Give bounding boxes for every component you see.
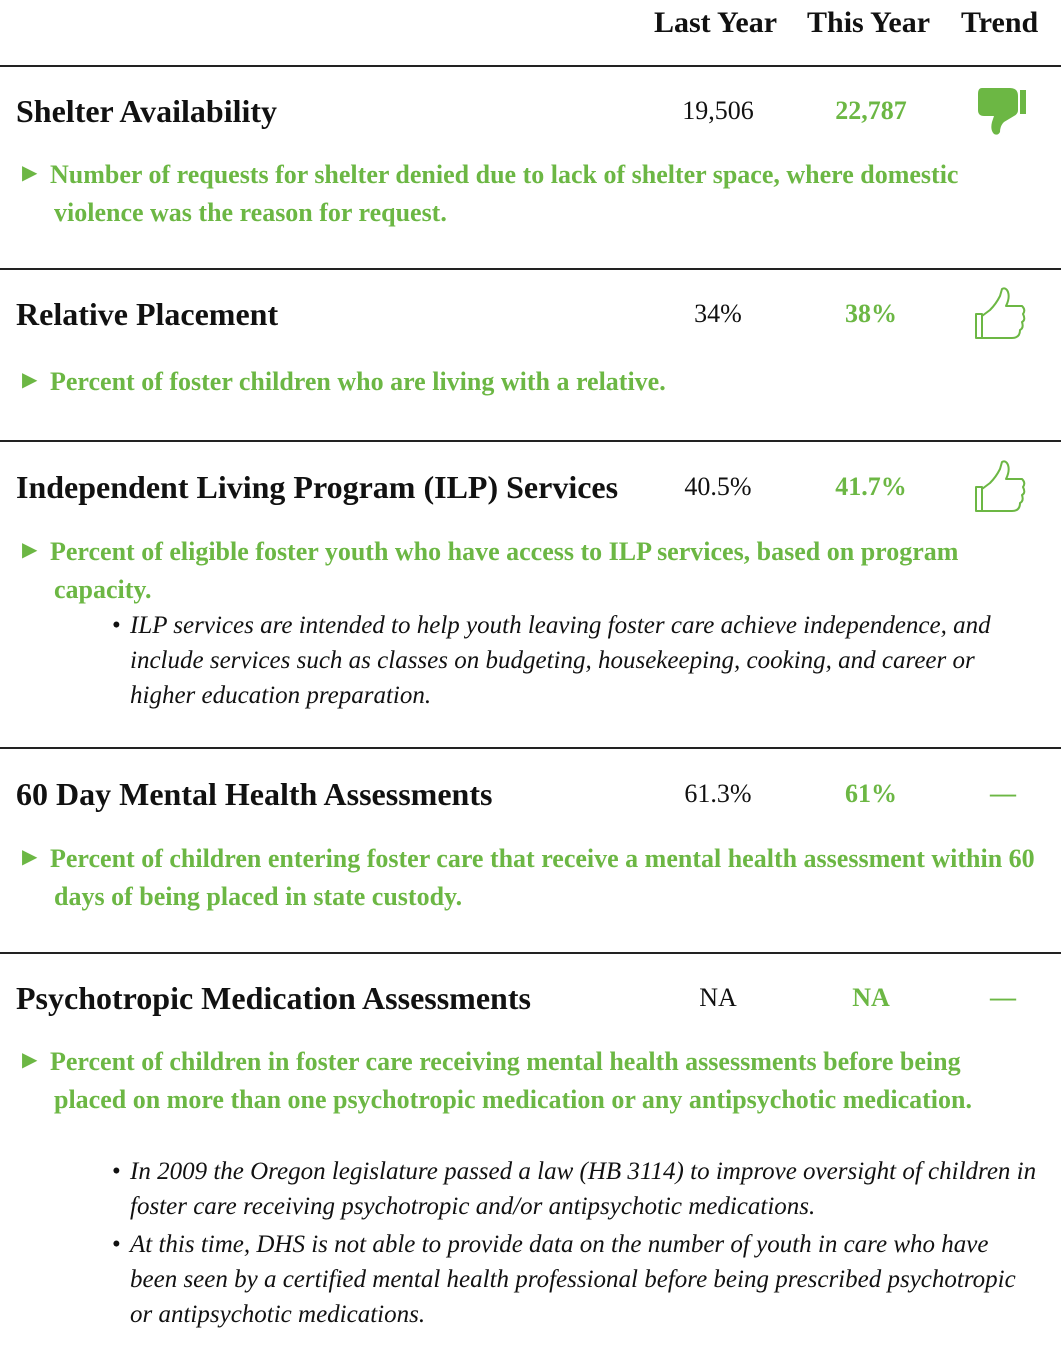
note-bullet: • bbox=[112, 1158, 121, 1185]
bullet-marker: ▶ bbox=[22, 846, 38, 868]
row-title: 60 Day Mental Health Assessments bbox=[16, 776, 493, 812]
row-description: Percent of children entering foster care… bbox=[50, 844, 1035, 911]
last-year-value: 34% bbox=[694, 299, 742, 328]
thumbs-down-icon bbox=[978, 88, 1026, 135]
divider bbox=[0, 268, 1061, 270]
this-year-value: 41.7% bbox=[835, 472, 907, 501]
divider bbox=[0, 440, 1061, 442]
divider bbox=[0, 65, 1061, 67]
last-year-value: 40.5% bbox=[684, 472, 752, 501]
this-year-value: NA bbox=[852, 983, 890, 1012]
divider bbox=[0, 952, 1061, 954]
row-description: Percent of children in foster care recei… bbox=[50, 1047, 972, 1114]
note-bullet: • bbox=[112, 1231, 121, 1258]
column-header: Trend bbox=[961, 6, 1039, 39]
bullet-marker: ▶ bbox=[22, 162, 38, 184]
bullet-marker: ▶ bbox=[22, 539, 38, 561]
row-note: In 2009 the Oregon legislature passed a … bbox=[130, 1158, 1037, 1220]
note-bullet: • bbox=[112, 612, 121, 639]
row-note: At this time, DHS is not able to provide… bbox=[130, 1231, 1016, 1328]
row-description: Percent of eligible foster youth who hav… bbox=[50, 537, 959, 604]
row-title: Psychotropic Medication Assessments bbox=[16, 980, 531, 1016]
bullet-marker: ▶ bbox=[22, 1049, 38, 1071]
this-year-value: 22,787 bbox=[835, 96, 907, 125]
this-year-value: 38% bbox=[845, 299, 897, 328]
this-year-value: 61% bbox=[845, 779, 897, 808]
row-description: Number of requests for shelter denied du… bbox=[50, 160, 959, 227]
column-header: Last Year bbox=[654, 6, 778, 39]
thumbs-up-icon bbox=[975, 287, 1026, 339]
row-title: Relative Placement bbox=[16, 296, 279, 332]
column-header: This Year bbox=[807, 6, 931, 39]
trend-value: — bbox=[990, 779, 1016, 808]
row-title: Independent Living Program (ILP) Service… bbox=[16, 469, 619, 505]
last-year-value: 19,506 bbox=[682, 96, 754, 125]
row-note: ILP services are intended to help youth … bbox=[130, 612, 991, 709]
thumbs-up-icon bbox=[975, 460, 1026, 512]
bullet-marker: ▶ bbox=[22, 369, 38, 391]
last-year-value: 61.3% bbox=[684, 779, 752, 808]
row-description: Percent of foster children who are livin… bbox=[50, 367, 666, 396]
trend-value: — bbox=[990, 983, 1016, 1012]
last-year-value: NA bbox=[699, 983, 737, 1012]
divider bbox=[0, 747, 1061, 749]
row-title: Shelter Availability bbox=[16, 93, 278, 129]
